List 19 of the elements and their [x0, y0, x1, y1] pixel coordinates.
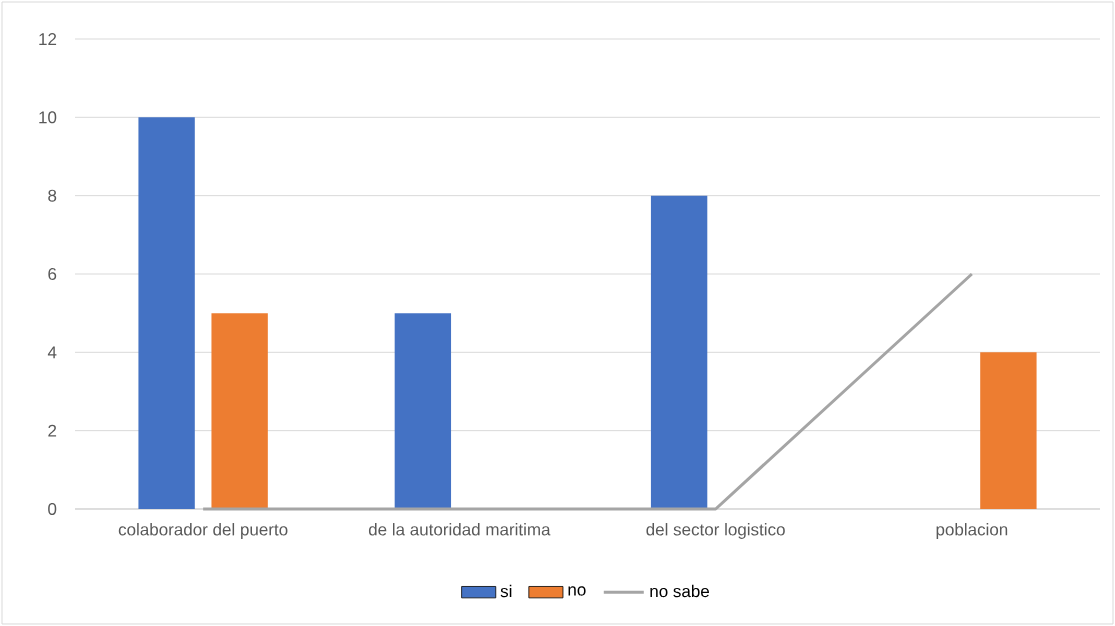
legend-label: no	[568, 586, 586, 596]
bar	[650, 195, 708, 509]
y-tick-label: 12	[39, 33, 57, 45]
bar	[394, 313, 452, 509]
bar	[980, 352, 1037, 509]
y-tick-label: 0	[48, 502, 57, 515]
y-tick-label: 2	[48, 424, 57, 437]
legend-label: no sabe	[650, 584, 709, 598]
y-tick-label: 8	[48, 189, 57, 202]
bar	[211, 313, 268, 509]
x-tick-label: poblacion	[936, 523, 1008, 539]
x-tick-label: del sector logistico	[646, 523, 785, 539]
x-tick-label: colaborador del puerto	[118, 523, 288, 539]
legend-label: si	[500, 584, 512, 598]
bar	[138, 117, 195, 509]
y-tick-label: 6	[48, 267, 57, 280]
x-tick-label: de la autoridad maritima	[368, 523, 551, 536]
y-tick-label: 10	[39, 111, 57, 124]
y-tick-label: 4	[47, 346, 57, 359]
